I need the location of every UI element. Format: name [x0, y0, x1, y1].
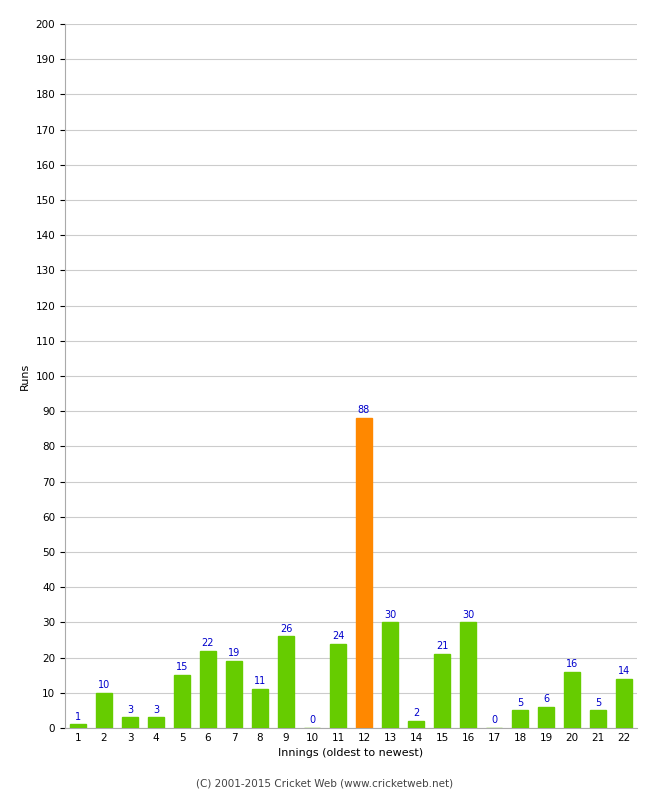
Bar	[460, 622, 476, 728]
Text: 21: 21	[436, 642, 448, 651]
Text: 2: 2	[413, 708, 419, 718]
Bar	[278, 637, 294, 728]
Text: 22: 22	[202, 638, 214, 648]
Y-axis label: Runs: Runs	[20, 362, 30, 390]
Bar	[356, 418, 372, 728]
Bar	[408, 721, 424, 728]
Bar	[382, 622, 398, 728]
Text: 6: 6	[543, 694, 549, 704]
Bar	[512, 710, 528, 728]
Bar	[174, 675, 190, 728]
Text: 10: 10	[98, 680, 110, 690]
Text: 16: 16	[566, 659, 578, 669]
Text: 3: 3	[127, 705, 133, 714]
Text: 5: 5	[595, 698, 601, 707]
Text: 0: 0	[491, 715, 497, 725]
Bar	[564, 672, 580, 728]
Bar	[148, 718, 164, 728]
Bar	[96, 693, 112, 728]
X-axis label: Innings (oldest to newest): Innings (oldest to newest)	[278, 749, 424, 758]
Bar	[616, 678, 632, 728]
Text: 26: 26	[280, 624, 292, 634]
Text: 14: 14	[618, 666, 630, 676]
Bar	[538, 707, 554, 728]
Text: 15: 15	[176, 662, 188, 672]
Text: 30: 30	[462, 610, 474, 619]
Text: 5: 5	[517, 698, 523, 707]
Text: 88: 88	[358, 406, 370, 415]
Text: 30: 30	[384, 610, 396, 619]
Text: 24: 24	[332, 630, 344, 641]
Bar	[226, 661, 242, 728]
Bar	[70, 725, 86, 728]
Bar	[252, 690, 268, 728]
Text: 1: 1	[75, 712, 81, 722]
Text: 11: 11	[254, 677, 266, 686]
Bar	[122, 718, 138, 728]
Bar	[330, 643, 346, 728]
Text: 19: 19	[228, 648, 240, 658]
Bar	[590, 710, 606, 728]
Text: 3: 3	[153, 705, 159, 714]
Text: 0: 0	[309, 715, 315, 725]
Text: (C) 2001-2015 Cricket Web (www.cricketweb.net): (C) 2001-2015 Cricket Web (www.cricketwe…	[196, 778, 454, 788]
Bar	[434, 654, 450, 728]
Bar	[200, 650, 216, 728]
